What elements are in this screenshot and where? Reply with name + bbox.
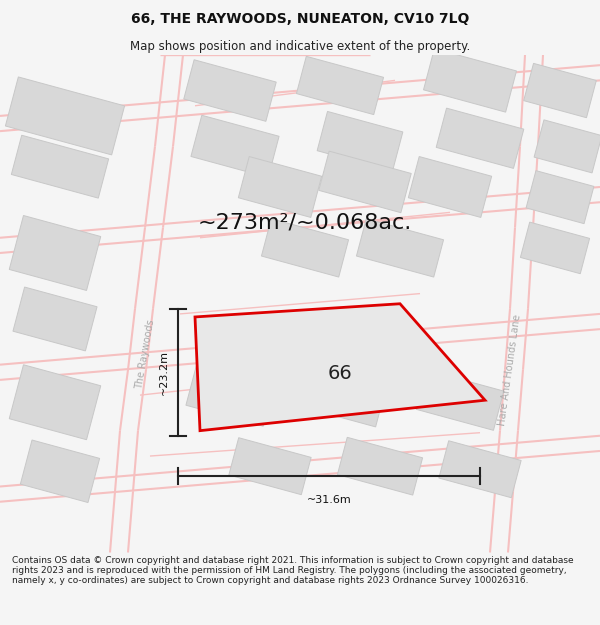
Polygon shape — [229, 438, 311, 494]
Polygon shape — [293, 363, 386, 427]
Polygon shape — [534, 120, 600, 173]
Polygon shape — [195, 304, 485, 431]
Polygon shape — [9, 216, 101, 291]
Polygon shape — [319, 151, 411, 213]
Polygon shape — [5, 77, 125, 155]
Polygon shape — [439, 441, 521, 498]
Text: ~31.6m: ~31.6m — [307, 494, 352, 504]
Polygon shape — [9, 365, 101, 440]
Polygon shape — [317, 111, 403, 171]
Text: Contains OS data © Crown copyright and database right 2021. This information is : Contains OS data © Crown copyright and d… — [12, 556, 574, 586]
Polygon shape — [356, 219, 443, 277]
Polygon shape — [524, 63, 596, 118]
Text: ~273m²/~0.068ac.: ~273m²/~0.068ac. — [198, 213, 412, 232]
Polygon shape — [436, 108, 524, 168]
Polygon shape — [424, 49, 517, 112]
Polygon shape — [238, 156, 322, 218]
Text: ~23.2m: ~23.2m — [159, 350, 169, 395]
Text: The Raywoods: The Raywoods — [134, 319, 156, 390]
Polygon shape — [20, 440, 100, 503]
Polygon shape — [186, 364, 274, 426]
Text: Map shows position and indicative extent of the property.: Map shows position and indicative extent… — [130, 39, 470, 52]
Polygon shape — [296, 56, 383, 114]
Polygon shape — [191, 115, 279, 178]
Polygon shape — [526, 171, 594, 224]
Polygon shape — [409, 156, 491, 218]
Polygon shape — [13, 287, 97, 351]
Polygon shape — [520, 222, 590, 274]
Text: 66, THE RAYWOODS, NUNEATON, CV10 7LQ: 66, THE RAYWOODS, NUNEATON, CV10 7LQ — [131, 12, 469, 26]
Polygon shape — [262, 219, 349, 277]
Polygon shape — [337, 438, 422, 495]
Text: 66: 66 — [328, 364, 352, 382]
Polygon shape — [416, 370, 504, 431]
Polygon shape — [11, 135, 109, 198]
Text: Hare And Hounds Lane: Hare And Hounds Lane — [497, 314, 523, 426]
Polygon shape — [184, 60, 276, 121]
